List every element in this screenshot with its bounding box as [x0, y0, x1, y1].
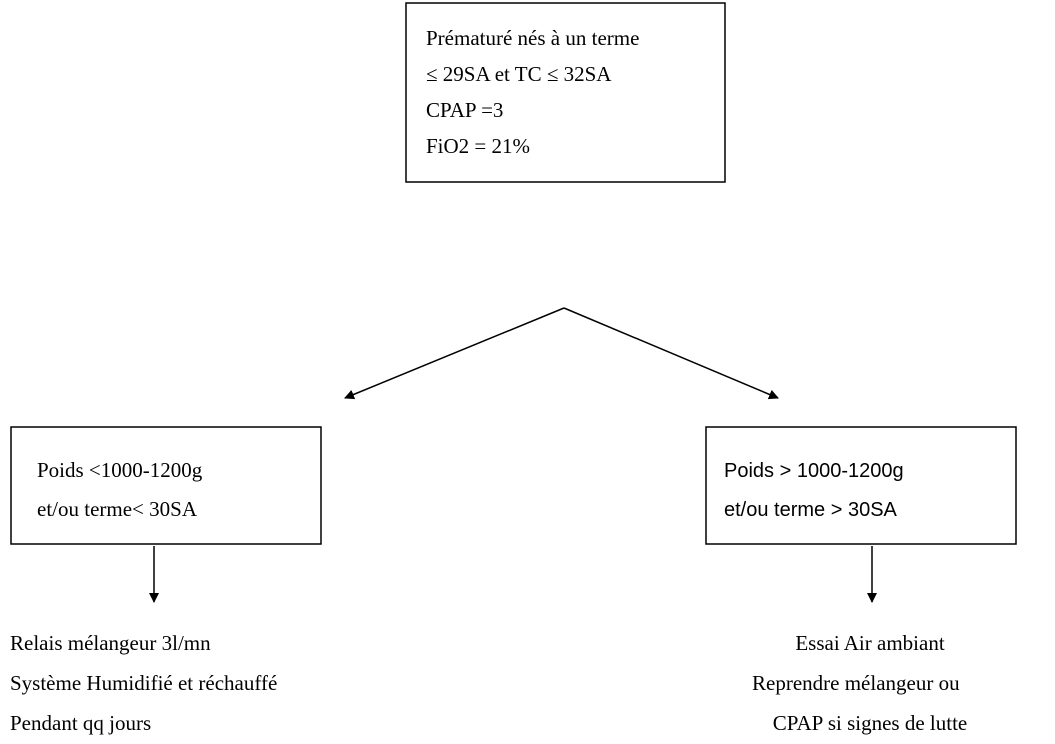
text-line: Essai Air ambiant [795, 631, 944, 655]
text-line: Reprendre mélangeur ou [752, 671, 960, 695]
text-line: Relais mélangeur 3l/mn [10, 631, 211, 655]
text-line: CPAP si signes de lutte [773, 711, 967, 735]
right-box [705, 426, 1017, 545]
text-line: Système Humidifié et réchauffé [10, 671, 277, 695]
arrow-left [344, 307, 565, 400]
text-line: et/ou terme< 30SA [37, 497, 198, 521]
text-line: Pendant qq jours [10, 711, 151, 735]
left-box [10, 426, 322, 545]
top-box [405, 2, 726, 183]
text-line: ≤ 29SA et TC ≤ 32SA [426, 62, 612, 86]
text-line: Prématuré nés à un terme [426, 26, 639, 50]
text-line: CPAP =3 [426, 98, 503, 122]
text-line: Poids <1000-1200g [37, 458, 203, 482]
text-line: Poids > 1000-1200g [724, 460, 904, 482]
text-line: FiO2 = 21% [426, 134, 530, 158]
text-line: et/ou terme > 30SA [724, 499, 898, 521]
arrow-right [563, 307, 779, 400]
